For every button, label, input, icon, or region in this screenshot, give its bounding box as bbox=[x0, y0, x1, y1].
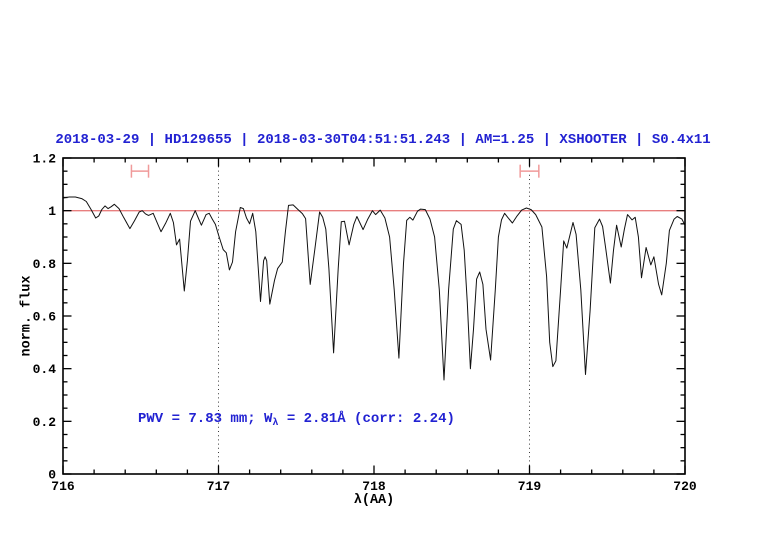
y-tick-label: 0.4 bbox=[33, 362, 57, 377]
spectrum-line bbox=[62, 196, 686, 381]
x-tick-label: 719 bbox=[518, 479, 542, 494]
pwv-annotation-pre: PWV = 7.83 mm; W bbox=[138, 411, 273, 427]
y-tick-label: 0.8 bbox=[33, 257, 57, 272]
x-tick-label: 717 bbox=[207, 479, 230, 494]
y-tick-label: 1 bbox=[48, 204, 56, 219]
x-tick-label: 720 bbox=[673, 479, 697, 494]
pwv-annotation-post: = 2.81Å (corr: 2.24) bbox=[278, 411, 455, 427]
plot-frame bbox=[62, 157, 686, 475]
y-axis-label: norm. flux bbox=[19, 275, 35, 357]
x-tick-label: 718 bbox=[362, 479, 386, 494]
pwv-annotation-sub: λ bbox=[272, 418, 279, 429]
y-tick-label: 0 bbox=[48, 468, 56, 483]
pwv-annotation: PWV = 7.83 mm; Wλ = 2.81Å (corr: 2.24) bbox=[138, 411, 455, 429]
y-tick-label: 0.2 bbox=[33, 415, 57, 430]
y-tick-label: 0.6 bbox=[33, 310, 57, 325]
y-tick-label: 1.2 bbox=[33, 152, 57, 167]
x-axis-label: λ(AA) bbox=[353, 493, 395, 508]
x-tick-label: 716 bbox=[51, 479, 75, 494]
plot-title: 2018-03-29 | HD129655 | 2018-03-30T04:51… bbox=[55, 132, 711, 148]
